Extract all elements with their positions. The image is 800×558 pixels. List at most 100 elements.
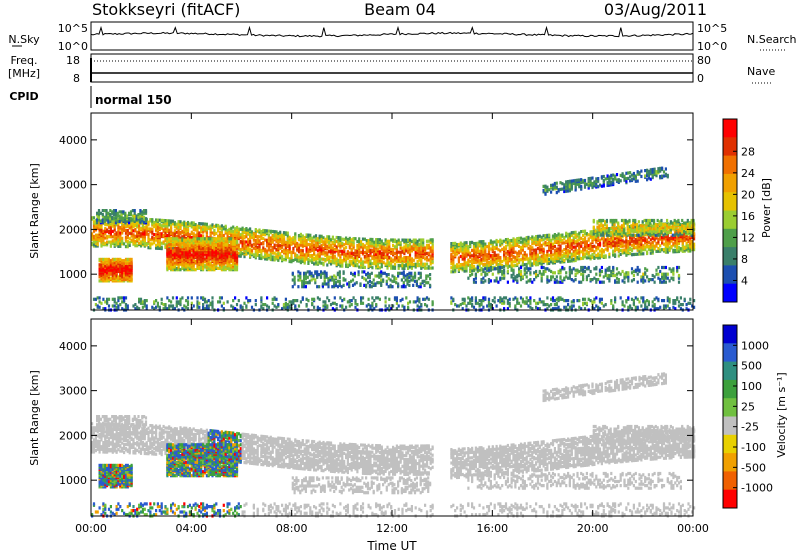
echo-cell xyxy=(161,242,163,245)
echo-cell xyxy=(191,221,193,224)
echo-cell xyxy=(228,244,230,247)
echo-cell xyxy=(565,240,567,243)
echo-cell xyxy=(465,241,467,244)
echo-cell xyxy=(264,239,266,242)
echo-cell xyxy=(159,232,161,235)
echo-cell xyxy=(462,243,464,246)
echo-cell xyxy=(337,250,339,253)
echo-cell xyxy=(332,236,334,239)
echo-cell xyxy=(343,247,345,250)
echo-cell xyxy=(401,239,403,242)
echo-cell xyxy=(582,238,584,241)
nsearch-label: N.Search xyxy=(747,33,797,46)
echo-cell xyxy=(471,249,473,252)
echo-cell xyxy=(403,245,405,248)
echo-cell xyxy=(550,239,552,242)
echo-cell xyxy=(379,266,381,269)
echo-cell xyxy=(411,257,413,260)
echo-cell xyxy=(219,231,221,234)
echo-cell xyxy=(330,256,332,259)
echo-cell xyxy=(302,234,304,237)
echo-cell xyxy=(503,265,505,268)
echo-cell xyxy=(635,246,637,249)
echo-cell xyxy=(292,236,294,239)
echo-cell xyxy=(319,245,321,248)
echo-cell xyxy=(210,225,212,228)
echo-cell xyxy=(187,221,189,224)
echo-cell xyxy=(575,245,577,248)
echo-cell xyxy=(385,238,387,241)
echo-cell xyxy=(140,232,142,235)
echo-cell xyxy=(420,238,422,241)
echo-cell xyxy=(362,243,364,246)
echo-cell xyxy=(230,237,232,240)
echo-cell xyxy=(499,256,501,259)
echo-cell xyxy=(655,242,657,245)
echo-cell xyxy=(454,242,456,245)
echo-cell xyxy=(115,209,117,212)
echo-cell xyxy=(514,256,516,259)
echo-cell xyxy=(324,258,326,261)
echo-cell xyxy=(580,250,582,253)
echo-cell xyxy=(511,244,513,247)
echo-cell xyxy=(563,248,565,251)
echo-cell xyxy=(490,239,492,242)
echo-cell xyxy=(258,239,260,242)
echo-cell xyxy=(191,231,193,234)
echo-cell xyxy=(595,246,597,249)
echo-cell xyxy=(128,217,130,220)
echo-cell xyxy=(622,239,624,242)
echo-cell xyxy=(539,256,541,259)
echo-cell xyxy=(247,229,249,232)
echo-cell xyxy=(307,234,309,237)
echo-cell xyxy=(512,260,514,263)
echo-cell xyxy=(642,252,644,255)
echo-cell xyxy=(106,298,108,301)
echo-cell xyxy=(524,263,526,266)
echo-cell xyxy=(127,229,129,232)
echo-cell xyxy=(200,234,202,237)
echo-cell xyxy=(228,237,230,240)
echo-cell xyxy=(646,251,648,254)
nsearch-tick-top: 10^5 xyxy=(697,22,727,35)
echo-cell xyxy=(179,239,181,242)
echo-cell xyxy=(240,228,242,231)
echo-cell xyxy=(541,244,543,247)
freq-frame xyxy=(91,54,693,82)
echo-cell xyxy=(139,209,141,212)
echo-cell xyxy=(93,216,95,219)
echo-cell xyxy=(149,227,151,230)
echo-cell xyxy=(217,237,219,240)
echo-cell xyxy=(181,248,183,251)
echo-cell xyxy=(413,263,415,266)
echo-cell xyxy=(313,257,315,260)
echo-cell xyxy=(563,241,565,244)
echo-cell xyxy=(149,242,151,245)
echo-cell xyxy=(497,263,499,266)
echo-cell xyxy=(179,268,181,271)
echo-cell xyxy=(322,258,324,261)
echo-cell xyxy=(247,238,249,241)
echo-cell xyxy=(93,298,95,301)
echo-cell xyxy=(332,241,334,244)
echo-cell xyxy=(321,262,323,265)
echo-cell xyxy=(163,219,165,222)
echo-cell xyxy=(588,251,590,254)
echo-cell xyxy=(424,257,426,260)
echo-cell xyxy=(401,247,403,250)
echo-cell xyxy=(552,235,554,238)
echo-cell xyxy=(494,251,496,254)
echo-cell xyxy=(225,237,227,240)
echo-cell xyxy=(543,234,545,237)
echo-cell xyxy=(460,263,462,266)
echo-cell xyxy=(518,258,520,261)
echo-cell xyxy=(93,220,95,223)
echo-cell xyxy=(360,258,362,261)
nave-label: Nave xyxy=(747,65,775,78)
echo-cell xyxy=(654,245,656,248)
echo-cell xyxy=(580,237,582,240)
echo-cell xyxy=(232,230,234,233)
echo-cell xyxy=(315,234,317,237)
echo-cell xyxy=(172,237,174,240)
echo-cell xyxy=(322,236,324,239)
